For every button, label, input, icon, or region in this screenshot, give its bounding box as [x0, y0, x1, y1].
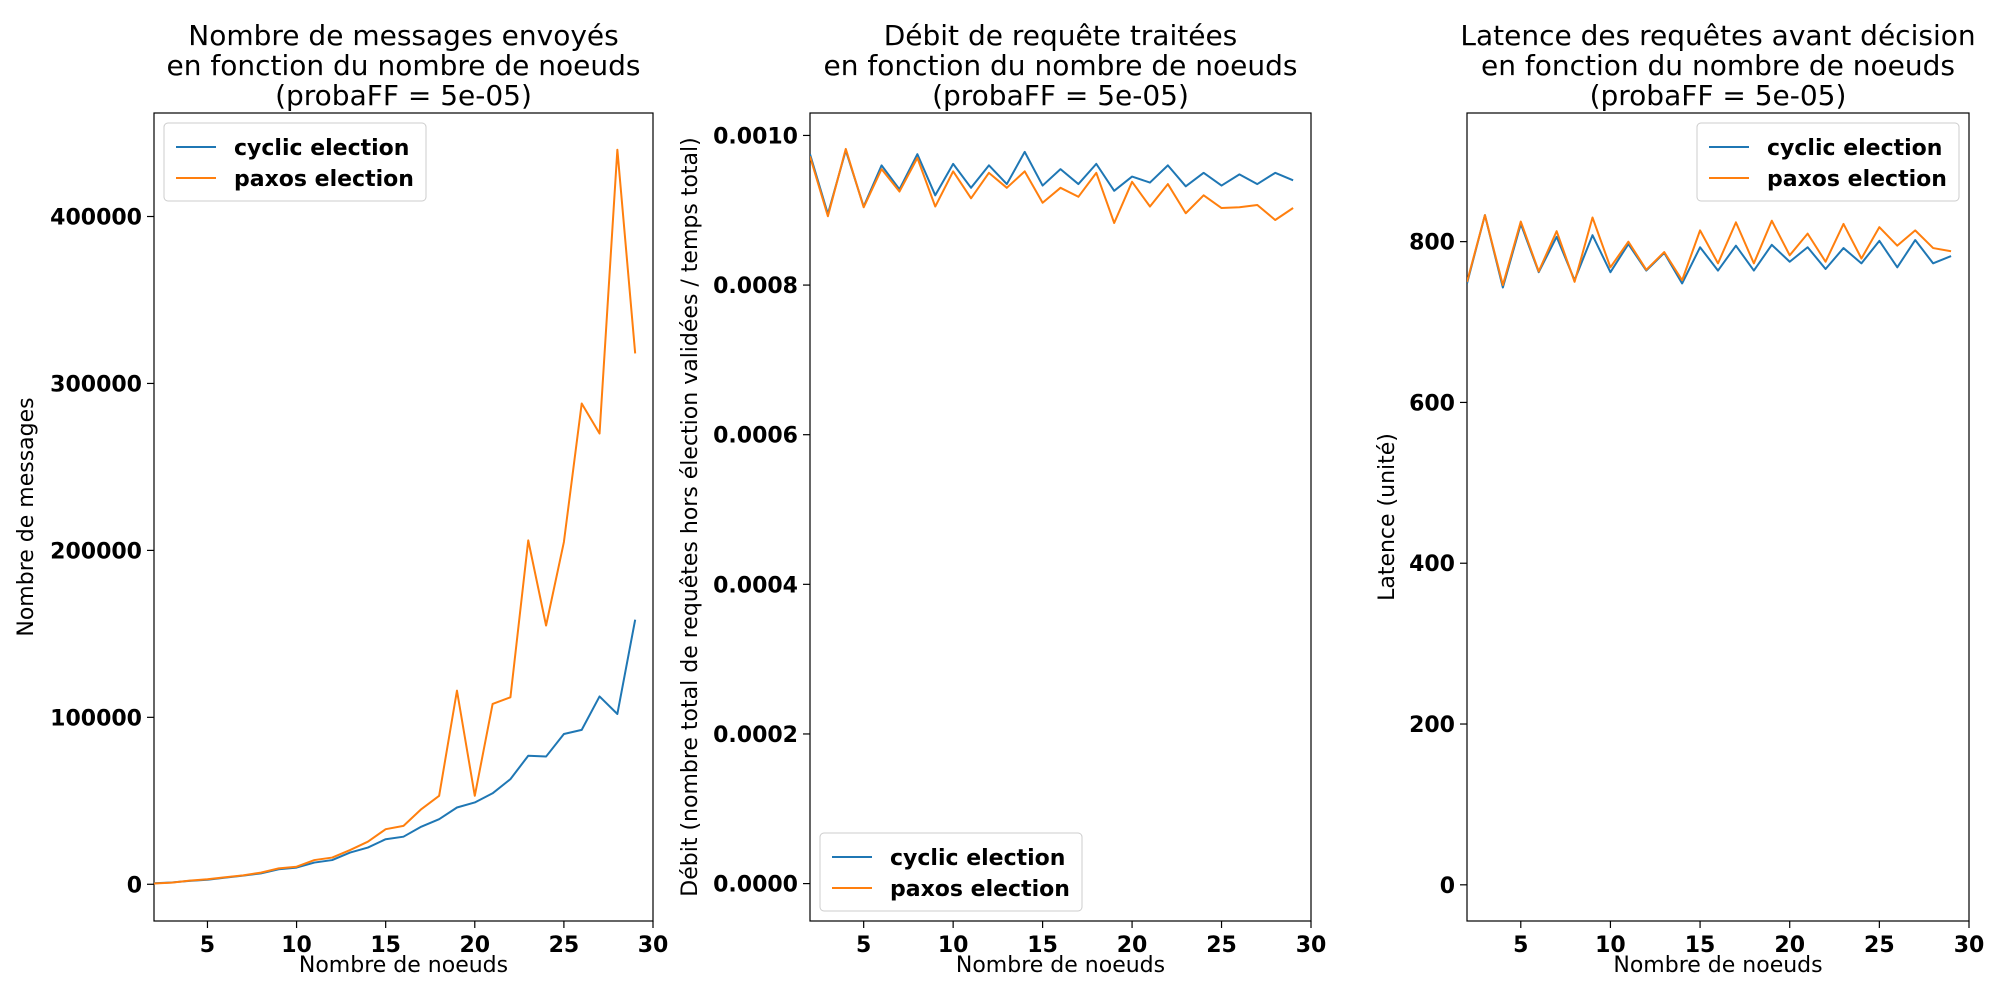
y-tick-label: 200 [1409, 713, 1455, 738]
x-tick-label: 25 [549, 933, 580, 958]
series-line-cyclic [1467, 214, 1952, 289]
x-tick-label: 20 [1774, 933, 1805, 958]
y-tick-label: 0.0004 [713, 573, 798, 598]
y-tick-label: 800 [1409, 231, 1455, 256]
y-axis-label: Nombre de messages [14, 397, 39, 636]
plot-frame [1466, 112, 1970, 922]
series-line-paxos [154, 148, 637, 885]
y-tick-label: 0.0000 [713, 873, 798, 898]
y-tick-label: 0.0002 [713, 723, 798, 748]
chart-title-line: (probaFF = 5e-05) [932, 79, 1189, 112]
series-line-paxos [810, 147, 1294, 224]
chart-title-line: Débit de requête traitées [884, 19, 1238, 52]
y-tick-label: 0.0006 [713, 424, 798, 449]
chart-title-line: en fonction du nombre de noeuds [166, 49, 640, 82]
x-tick-label: 30 [1296, 933, 1327, 958]
legend-label-cyclic: cyclic election [234, 136, 409, 161]
series-line-cyclic [810, 149, 1294, 215]
chart-title-line: (probaFF = 5e-05) [1590, 79, 1847, 112]
legend: cyclic election paxos election [819, 832, 1083, 912]
legend-label-cyclic: cyclic election [890, 846, 1065, 871]
y-tick-label: 300000 [50, 372, 142, 397]
legend-label-cyclic: cyclic election [1767, 136, 1942, 161]
legend-box [1696, 122, 1960, 202]
chart-title-line: (probaFF = 5e-05) [275, 79, 532, 112]
x-tick-label: 25 [1206, 933, 1237, 958]
x-tick-label: 10 [281, 933, 312, 958]
legend: cyclic election paxos election [1696, 122, 1960, 202]
x-tick-label: 5 [200, 933, 215, 958]
x-tick-label: 20 [1117, 933, 1148, 958]
legend-box [163, 122, 427, 202]
x-axis-label: Nombre de noeuds [956, 953, 1165, 978]
series-line-cyclic [154, 619, 637, 885]
legend-label-paxos: paxos election [234, 167, 414, 192]
x-tick-label: 25 [1864, 933, 1895, 958]
y-axis-label: Débit (nombre total de requêtes hors éle… [678, 137, 703, 896]
y-tick-label: 600 [1409, 391, 1455, 416]
series-line-paxos [1467, 214, 1952, 287]
x-tick-label: 10 [1595, 933, 1626, 958]
chart-title-line: Latence des requêtes avant décision [1460, 19, 1975, 52]
x-tick-label: 20 [459, 933, 490, 958]
plot-frame [153, 112, 654, 922]
x-tick-label: 10 [938, 933, 969, 958]
y-tick-label: 0.0008 [713, 274, 798, 299]
y-tick-label: 400000 [50, 206, 142, 231]
x-axis-label: Nombre de noeuds [1613, 953, 1822, 978]
legend-label-paxos: paxos election [890, 877, 1070, 902]
x-tick-label: 15 [370, 933, 401, 958]
legend-box [819, 832, 1083, 912]
legend: cyclic election paxos election [163, 122, 427, 202]
x-tick-label: 15 [1685, 933, 1716, 958]
chart-title-line: en fonction du nombre de noeuds [823, 49, 1297, 82]
x-tick-label: 30 [638, 933, 669, 958]
y-tick-label: 100000 [50, 706, 142, 731]
chart-title-line: en fonction du nombre de noeuds [1481, 49, 1955, 82]
x-axis-label: Nombre de noeuds [299, 953, 508, 978]
x-tick-label: 5 [1513, 933, 1528, 958]
y-axis-label: Latence (unité) [1375, 433, 1400, 601]
chart-title-line: Nombre de messages envoyés [188, 19, 618, 52]
x-tick-label: 5 [856, 933, 871, 958]
plot-frame [809, 112, 1312, 922]
y-tick-label: 200000 [50, 539, 142, 564]
x-tick-label: 15 [1027, 933, 1058, 958]
y-tick-label: 0 [127, 873, 142, 898]
y-tick-label: 400 [1409, 552, 1455, 577]
legend-label-paxos: paxos election [1767, 167, 1947, 192]
x-tick-label: 30 [1954, 933, 1985, 958]
y-tick-label: 0.0010 [713, 124, 798, 149]
y-tick-label: 0 [1440, 874, 1455, 899]
